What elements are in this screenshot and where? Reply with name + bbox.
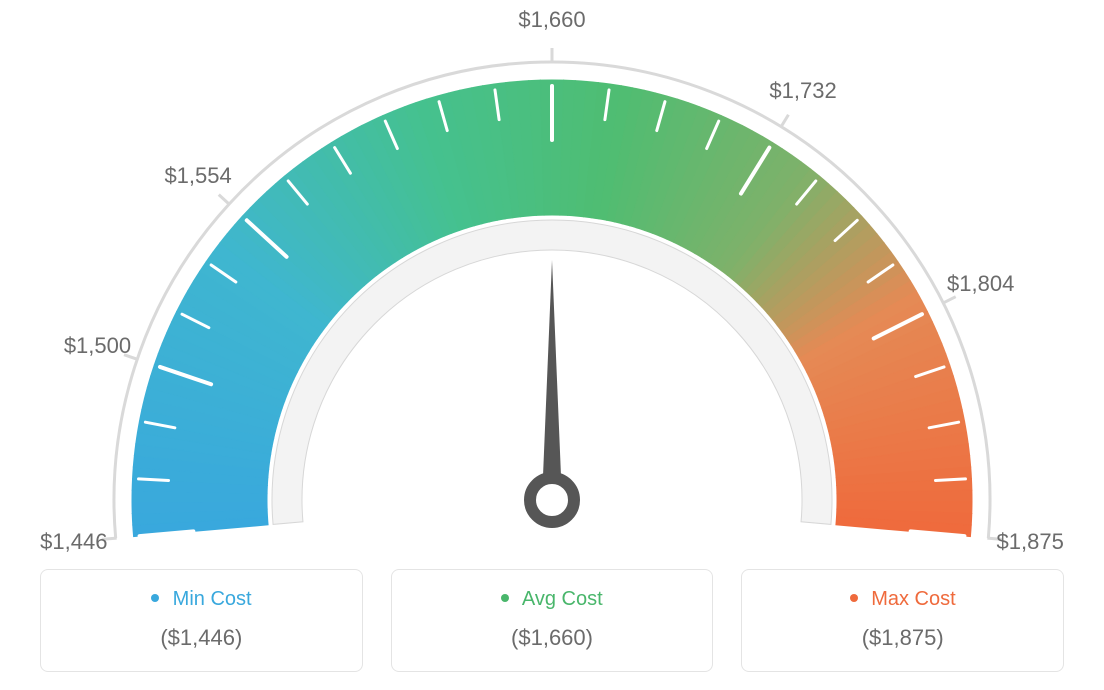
min-cost-value: ($1,446) (51, 625, 352, 651)
avg-cost-card: Avg Cost ($1,660) (391, 569, 714, 672)
avg-cost-title: Avg Cost (402, 588, 703, 611)
gauge-tick-label: $1,732 (769, 78, 836, 104)
avg-cost-title-text: Avg Cost (522, 588, 603, 610)
min-cost-title-text: Min Cost (173, 588, 252, 610)
min-cost-card: Min Cost ($1,446) (40, 569, 363, 672)
gauge-tick-label: $1,804 (947, 271, 1014, 297)
max-cost-card: Max Cost ($1,875) (741, 569, 1064, 672)
max-dot-icon (850, 594, 858, 602)
gauge-svg (0, 0, 1104, 560)
gauge-tick-label: $1,554 (164, 163, 231, 189)
gauge-tick-label: $1,500 (64, 333, 131, 359)
gauge-chart: $1,446 $1,500 $1,554 $1,660 $1,732 $1,804 $1,8… (0, 0, 1104, 560)
max-cost-title: Max Cost (752, 588, 1053, 611)
gauge-tick-label: $1,660 (518, 7, 585, 33)
max-cost-value: ($1,875) (752, 625, 1053, 651)
avg-cost-value: ($1,660) (402, 625, 703, 651)
max-cost-title-text: Max Cost (871, 588, 955, 610)
summary-cards: Min Cost ($1,446) Avg Cost ($1,660) Max … (0, 569, 1104, 672)
min-cost-title: Min Cost (51, 588, 352, 611)
gauge-tick-label: $1,446 (40, 529, 107, 555)
min-dot-icon (151, 594, 159, 602)
gauge-tick-label: $1,875 (997, 529, 1064, 555)
avg-dot-icon (501, 594, 509, 602)
